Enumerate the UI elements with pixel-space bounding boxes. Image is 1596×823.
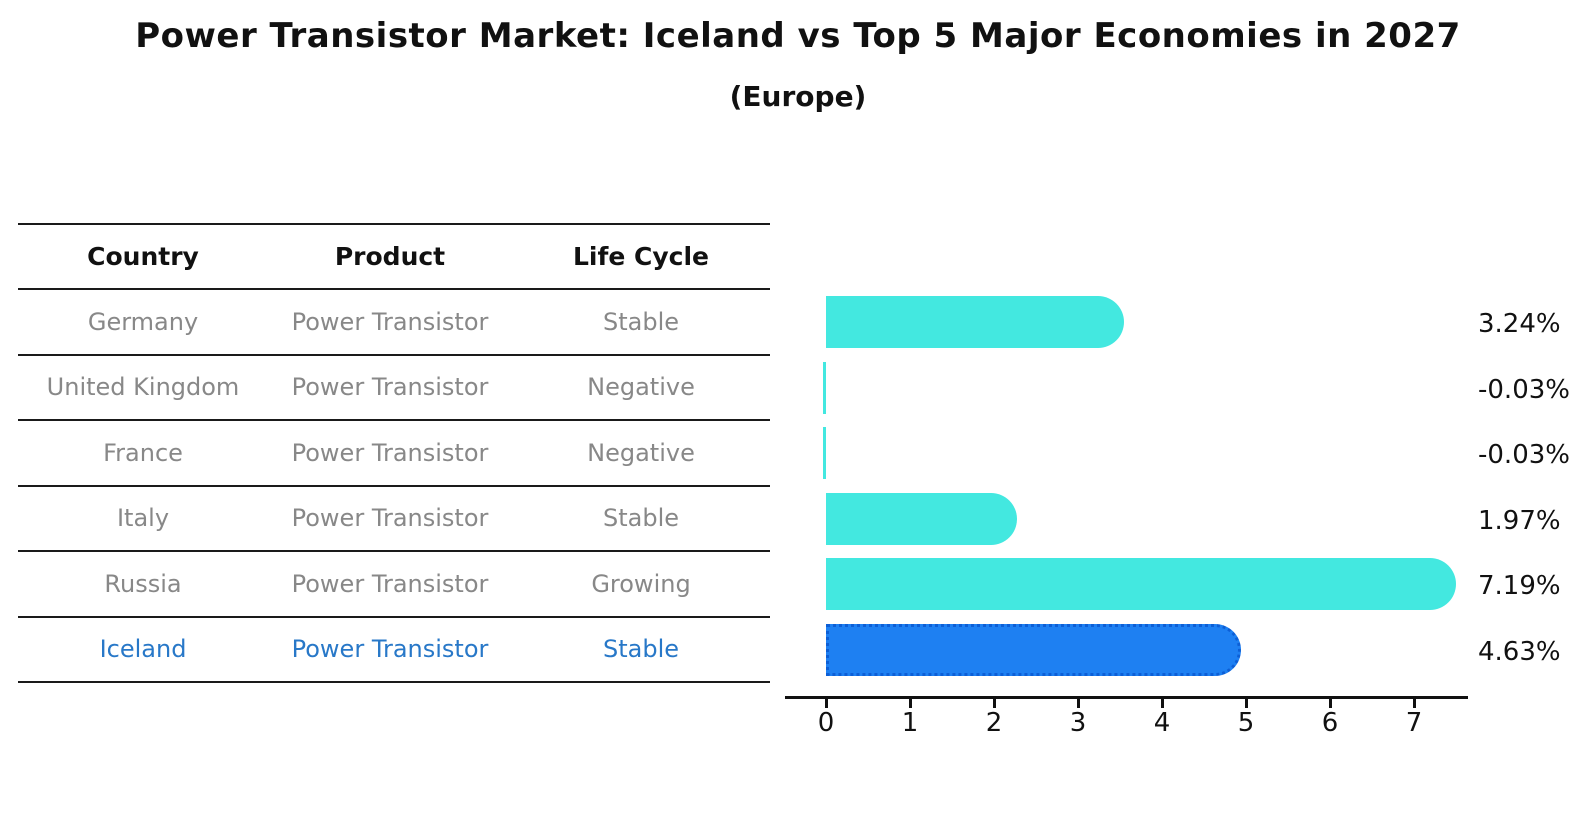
- x-tick-mark: [825, 699, 828, 708]
- bar-germany: [826, 296, 1125, 348]
- country-cell: Italy: [116, 504, 170, 533]
- value-label-iceland: 4.63%: [1478, 636, 1561, 667]
- product-cell: Power Transistor: [291, 569, 489, 598]
- life-cycle-cell: Stable: [602, 635, 680, 664]
- country-cell: Russia: [104, 569, 182, 598]
- value-label-germany: 3.24%: [1478, 309, 1561, 339]
- x-tick-mark: [1329, 699, 1332, 708]
- country-cell: Iceland: [99, 635, 187, 664]
- x-tick-mark: [1413, 699, 1416, 708]
- x-tick-mark: [1161, 699, 1164, 708]
- table-row-iceland: Iceland Power Transistor Stable: [18, 618, 770, 683]
- country-cell: Germany: [87, 307, 199, 336]
- life-cycle-cell: Growing: [591, 569, 691, 598]
- x-tick-mark: [1077, 699, 1080, 708]
- chart-title: Power Transistor Market: Iceland vs Top …: [135, 16, 1461, 56]
- column-header-product: Product: [334, 242, 446, 271]
- x-tick-label: 4: [1153, 708, 1171, 738]
- x-tick-label: 6: [1321, 708, 1339, 738]
- country-table: Country Product Life Cycle Germany Power…: [18, 223, 770, 683]
- table-header-row: Country Product Life Cycle: [18, 223, 770, 290]
- bar-italy: [826, 492, 1018, 545]
- value-label-italy: 1.97%: [1478, 505, 1561, 536]
- x-tick-label: 5: [1237, 708, 1255, 738]
- table-row-russia: Russia Power Transistor Growing: [18, 552, 770, 618]
- value-label-russia: 7.19%: [1478, 571, 1561, 601]
- product-cell: Power Transistor: [291, 373, 489, 402]
- table-row-italy: Italy Power Transistor Stable: [18, 487, 770, 552]
- column-header-country: Country: [87, 242, 199, 271]
- x-tick-label: 7: [1405, 708, 1423, 738]
- x-tick-mark: [909, 699, 912, 708]
- product-cell: Power Transistor: [291, 438, 489, 467]
- country-cell: United Kingdom: [46, 373, 240, 402]
- country-cell: France: [103, 438, 183, 467]
- product-cell: Power Transistor: [291, 307, 489, 336]
- x-tick-label: 3: [1069, 708, 1087, 738]
- x-tick-label: 1: [901, 708, 919, 738]
- x-tick-mark: [1245, 699, 1248, 708]
- chart-subtitle: (Europe): [729, 80, 867, 113]
- life-cycle-cell: Negative: [587, 373, 695, 402]
- x-axis-line: [785, 696, 1468, 699]
- x-tick-label: 0: [817, 708, 835, 738]
- x-tick-mark: [993, 699, 996, 708]
- product-cell: Power Transistor: [291, 635, 489, 664]
- table-row-france: France Power Transistor Negative: [18, 421, 770, 487]
- product-cell: Power Transistor: [291, 504, 489, 533]
- life-cycle-cell: Stable: [602, 307, 680, 336]
- value-label-france: -0.03%: [1478, 440, 1570, 470]
- bar-united-kingdom: [823, 361, 826, 414]
- life-cycle-cell: Negative: [587, 438, 695, 467]
- table-row-germany: Germany Power Transistor Stable: [18, 290, 770, 356]
- bar-iceland: [826, 623, 1241, 676]
- value-label-united-kingdom: -0.03%: [1478, 374, 1570, 405]
- x-tick-label: 2: [985, 708, 1003, 738]
- column-header-life-cycle: Life Cycle: [572, 242, 710, 271]
- bar-russia: [826, 558, 1456, 610]
- table-row-united-kingdom: United Kingdom Power Transistor Negative: [18, 356, 770, 421]
- bar-france: [823, 427, 826, 479]
- life-cycle-cell: Stable: [602, 504, 680, 533]
